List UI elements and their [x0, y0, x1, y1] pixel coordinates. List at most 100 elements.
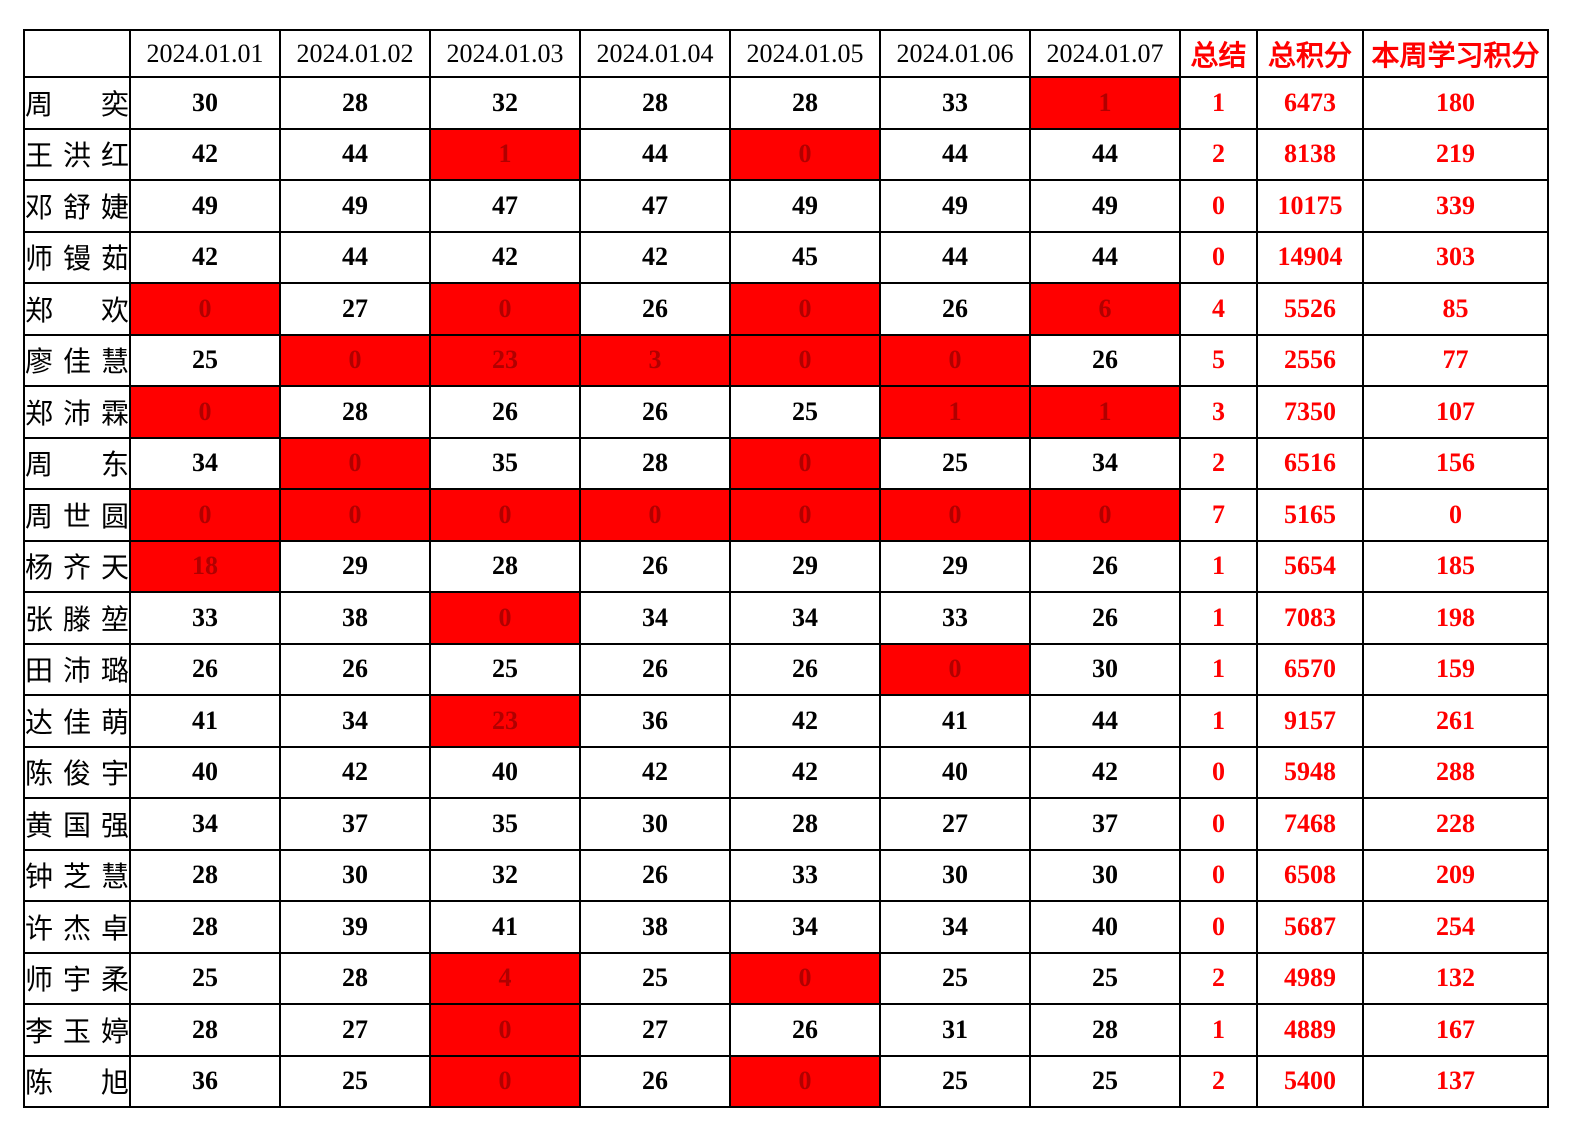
summary-count-cell: 2 [1179, 127, 1258, 181]
day-score-cell: 30 [129, 76, 281, 130]
total-points-cell: 9157 [1256, 694, 1364, 748]
day-score-cell: 34 [129, 436, 281, 490]
student-row: 廖佳慧 25 0 23 3 0 0 26 5 2556 77 [23, 333, 1549, 387]
student-row: 陈旭 36 25 0 26 0 25 25 2 5400 137 [23, 1054, 1549, 1108]
week-points-cell: 180 [1362, 76, 1549, 130]
week-points-cell: 167 [1362, 1003, 1549, 1057]
day-score-cell-flagged: 0 [879, 333, 1031, 387]
student-row: 李玉婷 28 27 0 27 26 31 28 1 4889 167 [23, 1003, 1549, 1057]
day-score-cell: 28 [1029, 1003, 1181, 1057]
student-row: 田沛璐 26 26 25 26 26 0 30 1 6570 159 [23, 642, 1549, 696]
week-points-cell: 198 [1362, 591, 1549, 645]
student-name: 钟芝慧 [23, 848, 131, 902]
day-score-cell: 28 [129, 900, 281, 954]
student-name: 师宇柔 [23, 951, 131, 1005]
day-score-cell-flagged: 6 [1029, 282, 1181, 336]
day-score-cell-flagged: 1 [1029, 385, 1181, 439]
day-score-cell: 25 [579, 951, 731, 1005]
day-score-cell: 42 [279, 745, 431, 799]
day-score-cell: 44 [279, 230, 431, 284]
summary-count-cell: 0 [1179, 230, 1258, 284]
day-score-cell-flagged: 0 [429, 1054, 581, 1108]
day-score-cell: 26 [279, 642, 431, 696]
date-header-6: 2024.01.06 [879, 29, 1031, 78]
student-row: 郑欢 0 27 0 26 0 26 6 4 5526 85 [23, 282, 1549, 336]
day-score-cell-flagged: 0 [429, 591, 581, 645]
day-score-cell: 26 [1029, 333, 1181, 387]
day-score-cell: 32 [429, 848, 581, 902]
day-score-cell: 42 [579, 230, 731, 284]
day-score-cell: 25 [1029, 951, 1181, 1005]
day-score-cell-flagged: 23 [429, 694, 581, 748]
day-score-cell: 25 [729, 385, 881, 439]
day-score-cell: 34 [879, 900, 1031, 954]
day-score-cell: 30 [879, 848, 1031, 902]
day-score-cell: 27 [879, 797, 1031, 851]
student-name: 杨齐天 [23, 539, 131, 593]
week-points-cell: 137 [1362, 1054, 1549, 1108]
day-score-cell: 38 [279, 591, 431, 645]
day-score-cell: 45 [729, 230, 881, 284]
day-score-cell-flagged: 0 [279, 333, 431, 387]
day-score-cell: 30 [1029, 848, 1181, 902]
day-score-cell: 26 [579, 282, 731, 336]
student-name: 陈俊宇 [23, 745, 131, 799]
student-row: 周东 34 0 35 28 0 25 34 2 6516 156 [23, 436, 1549, 490]
day-score-cell: 42 [1029, 745, 1181, 799]
student-name: 邓舒婕 [23, 179, 131, 233]
day-score-cell: 25 [129, 333, 281, 387]
week-points-cell: 107 [1362, 385, 1549, 439]
week-points-cell: 0 [1362, 488, 1549, 542]
day-score-cell: 26 [579, 385, 731, 439]
day-score-cell: 25 [129, 951, 281, 1005]
student-row: 达佳萌 41 34 23 36 42 41 44 1 9157 261 [23, 694, 1549, 748]
total-points-cell: 7468 [1256, 797, 1364, 851]
date-header-5: 2024.01.05 [729, 29, 881, 78]
day-score-cell-flagged: 0 [129, 282, 281, 336]
day-score-cell-flagged: 0 [729, 951, 881, 1005]
day-score-cell-flagged: 0 [729, 436, 881, 490]
summary-count-cell: 5 [1179, 333, 1258, 387]
day-score-cell: 33 [879, 591, 1031, 645]
student-name: 郑欢 [23, 282, 131, 336]
day-score-cell: 42 [579, 745, 731, 799]
summary-count-cell: 7 [1179, 488, 1258, 542]
day-score-cell: 27 [279, 282, 431, 336]
total-points-cell: 5165 [1256, 488, 1364, 542]
day-score-cell: 44 [1029, 230, 1181, 284]
day-score-cell: 40 [129, 745, 281, 799]
day-score-cell-flagged: 0 [429, 1003, 581, 1057]
day-score-cell: 34 [279, 694, 431, 748]
day-score-cell: 49 [129, 179, 281, 233]
day-score-cell-flagged: 1 [879, 385, 1031, 439]
corner-cell [23, 29, 131, 78]
day-score-cell: 34 [729, 591, 881, 645]
day-score-cell: 42 [429, 230, 581, 284]
total-points-cell: 14904 [1256, 230, 1364, 284]
summary-count-cell: 1 [1179, 76, 1258, 130]
day-score-cell: 26 [579, 1054, 731, 1108]
day-score-cell: 35 [429, 436, 581, 490]
day-score-cell-flagged: 0 [279, 488, 431, 542]
day-score-cell: 26 [129, 642, 281, 696]
week-points-cell: 156 [1362, 436, 1549, 490]
day-score-cell-flagged: 18 [129, 539, 281, 593]
summary-count-cell: 0 [1179, 900, 1258, 954]
day-score-cell: 28 [729, 797, 881, 851]
day-score-cell: 28 [579, 436, 731, 490]
day-score-cell: 26 [879, 282, 1031, 336]
day-score-cell-flagged: 0 [879, 488, 1031, 542]
day-score-cell: 28 [729, 76, 881, 130]
day-score-cell: 42 [729, 694, 881, 748]
day-score-cell: 29 [879, 539, 1031, 593]
total-points-header: 总积分 [1256, 29, 1364, 78]
day-score-cell: 25 [429, 642, 581, 696]
total-points-cell: 5400 [1256, 1054, 1364, 1108]
day-score-cell: 42 [129, 127, 281, 181]
student-name: 郑沛霖 [23, 385, 131, 439]
week-points-header: 本周学习积分 [1362, 29, 1549, 78]
week-points-cell: 228 [1362, 797, 1549, 851]
day-score-cell: 28 [129, 1003, 281, 1057]
day-score-cell: 33 [729, 848, 881, 902]
summary-count-cell: 0 [1179, 745, 1258, 799]
